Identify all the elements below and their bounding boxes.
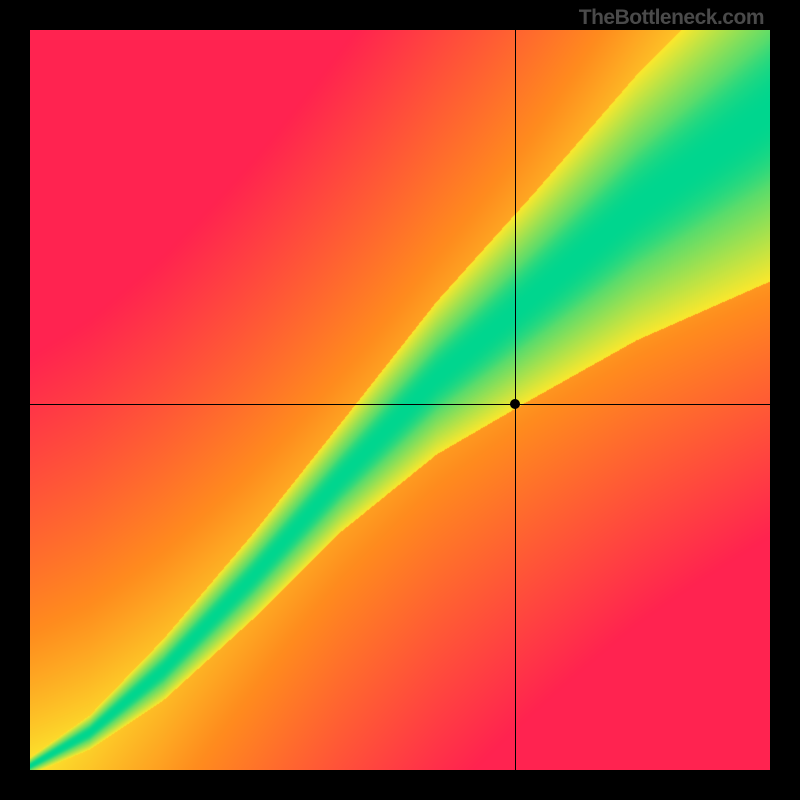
crosshair-marker (510, 399, 520, 409)
bottleneck-heatmap (30, 30, 770, 770)
watermark-text: TheBottleneck.com (579, 6, 764, 30)
heatmap-canvas (30, 30, 770, 770)
crosshair-horizontal (30, 404, 770, 405)
